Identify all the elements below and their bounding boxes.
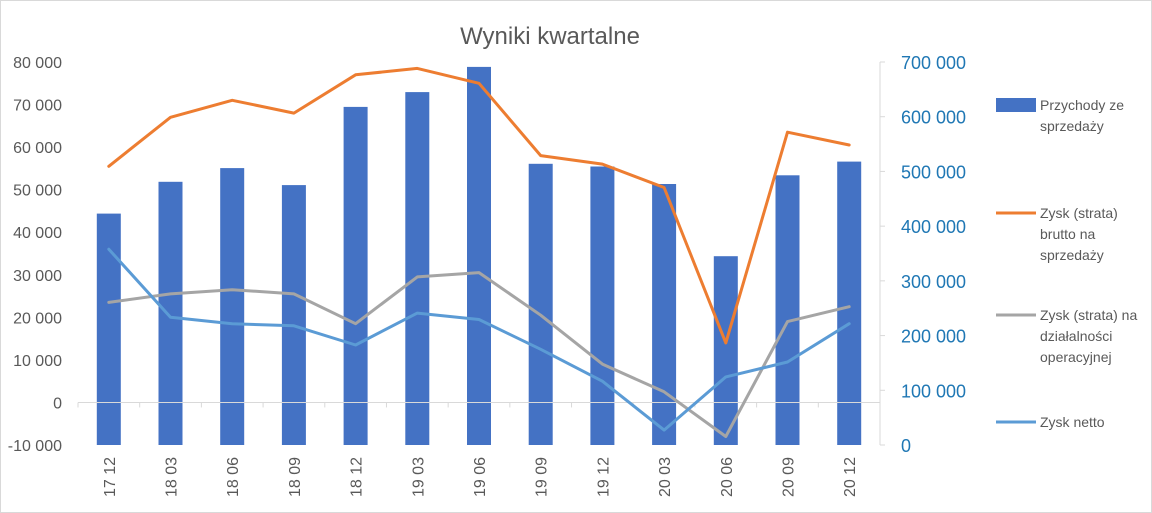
x-axis-ticks: 17 12 18 03 18 06 18 09 18 12 19 03 19 06 19 09…: [102, 457, 859, 497]
series-line: [107, 66, 851, 345]
revenue-bar: [775, 175, 800, 446]
legend-label: operacyjnej: [1040, 349, 1112, 365]
lines-layer: [107, 66, 851, 438]
right-tick-label: 700 000: [901, 53, 966, 73]
series-line: [107, 271, 851, 438]
revenue-bar: [467, 66, 491, 446]
legend-swatch: [996, 98, 1036, 112]
left-tick-label: 80 000: [13, 55, 62, 72]
revenue-bar: [96, 213, 121, 445]
x-tick-label: 17 12: [102, 457, 119, 497]
revenue-bar: [652, 184, 677, 445]
revenue-bar: [158, 181, 183, 446]
right-tick-label: 0: [901, 436, 911, 456]
left-tick-label: 20 000: [13, 310, 62, 327]
legend-label: Zysk (strata): [1040, 205, 1118, 221]
x-tick-label: 20 09: [780, 457, 797, 497]
x-tick-label: 18 12: [349, 457, 366, 497]
left-tick-label: 30 000: [13, 268, 62, 285]
revenue-bar: [343, 106, 368, 446]
right-tick-label: 200 000: [901, 327, 966, 347]
revenue-bar: [220, 168, 245, 445]
legend-label: Przychody ze: [1040, 97, 1124, 113]
x-tick-label: 19 09: [534, 457, 551, 497]
revenue-bar: [713, 256, 738, 445]
x-tick-label: 18 09: [287, 457, 304, 497]
left-tick-label: 60 000: [13, 140, 62, 157]
revenue-bar: [281, 185, 306, 445]
x-tick-label: 20 03: [657, 457, 674, 497]
legend-label: brutto na: [1040, 226, 1095, 242]
x-tick-label: 19 06: [472, 457, 489, 497]
x-tick-label: 19 03: [410, 457, 427, 497]
left-tick-label: 10 000: [13, 353, 62, 370]
legend-label: Zysk (strata) na: [1040, 307, 1137, 323]
revenue-bar: [405, 92, 430, 445]
legend-label: sprzedaży: [1040, 118, 1104, 134]
x-tick-label: 18 03: [164, 457, 181, 497]
x-tick-label: 19 12: [595, 457, 612, 497]
right-tick-label: 600 000: [901, 108, 966, 128]
right-tick-label: 300 000: [901, 272, 966, 292]
right-tick-label: 400 000: [901, 217, 966, 237]
x-tick-label: 18 06: [225, 457, 242, 497]
legend-label: sprzedaży: [1040, 247, 1104, 263]
bars-layer: [96, 66, 862, 446]
left-tick-label: 0: [53, 395, 62, 412]
legend-label: działalności: [1040, 328, 1112, 344]
revenue-bar: [590, 166, 615, 445]
revenue-bar: [837, 161, 862, 445]
x-tick-label: 20 06: [719, 457, 736, 497]
series-line: [107, 247, 851, 432]
left-tick-label: 50 000: [13, 183, 62, 200]
left-axis-ticks: 80 000 70 000 60 000 50 000 40 000 30 000 20 0…: [8, 55, 62, 455]
left-tick-label: 70 000: [13, 98, 62, 115]
right-tick-label: 500 000: [901, 162, 966, 182]
legend: Przychody ze sprzedaży Zysk (strata) brutto…: [996, 97, 1137, 430]
right-axis-ticks: 700 000 600 000 500 000 400 000 300 000 200 0…: [901, 53, 966, 456]
left-tick-label: 40 000: [13, 225, 62, 242]
x-tick-label: 20 12: [842, 457, 859, 497]
right-tick-label: 100 000: [901, 381, 966, 401]
legend-label: Zysk netto: [1040, 414, 1105, 430]
chart-title: Wyniki kwartalne: [460, 23, 640, 50]
left-tick-label: -10 000: [8, 438, 62, 455]
revenue-bar: [528, 163, 553, 446]
